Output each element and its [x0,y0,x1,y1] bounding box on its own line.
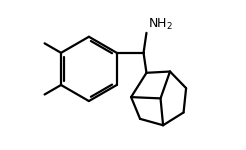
Text: NH$_2$: NH$_2$ [148,17,173,32]
